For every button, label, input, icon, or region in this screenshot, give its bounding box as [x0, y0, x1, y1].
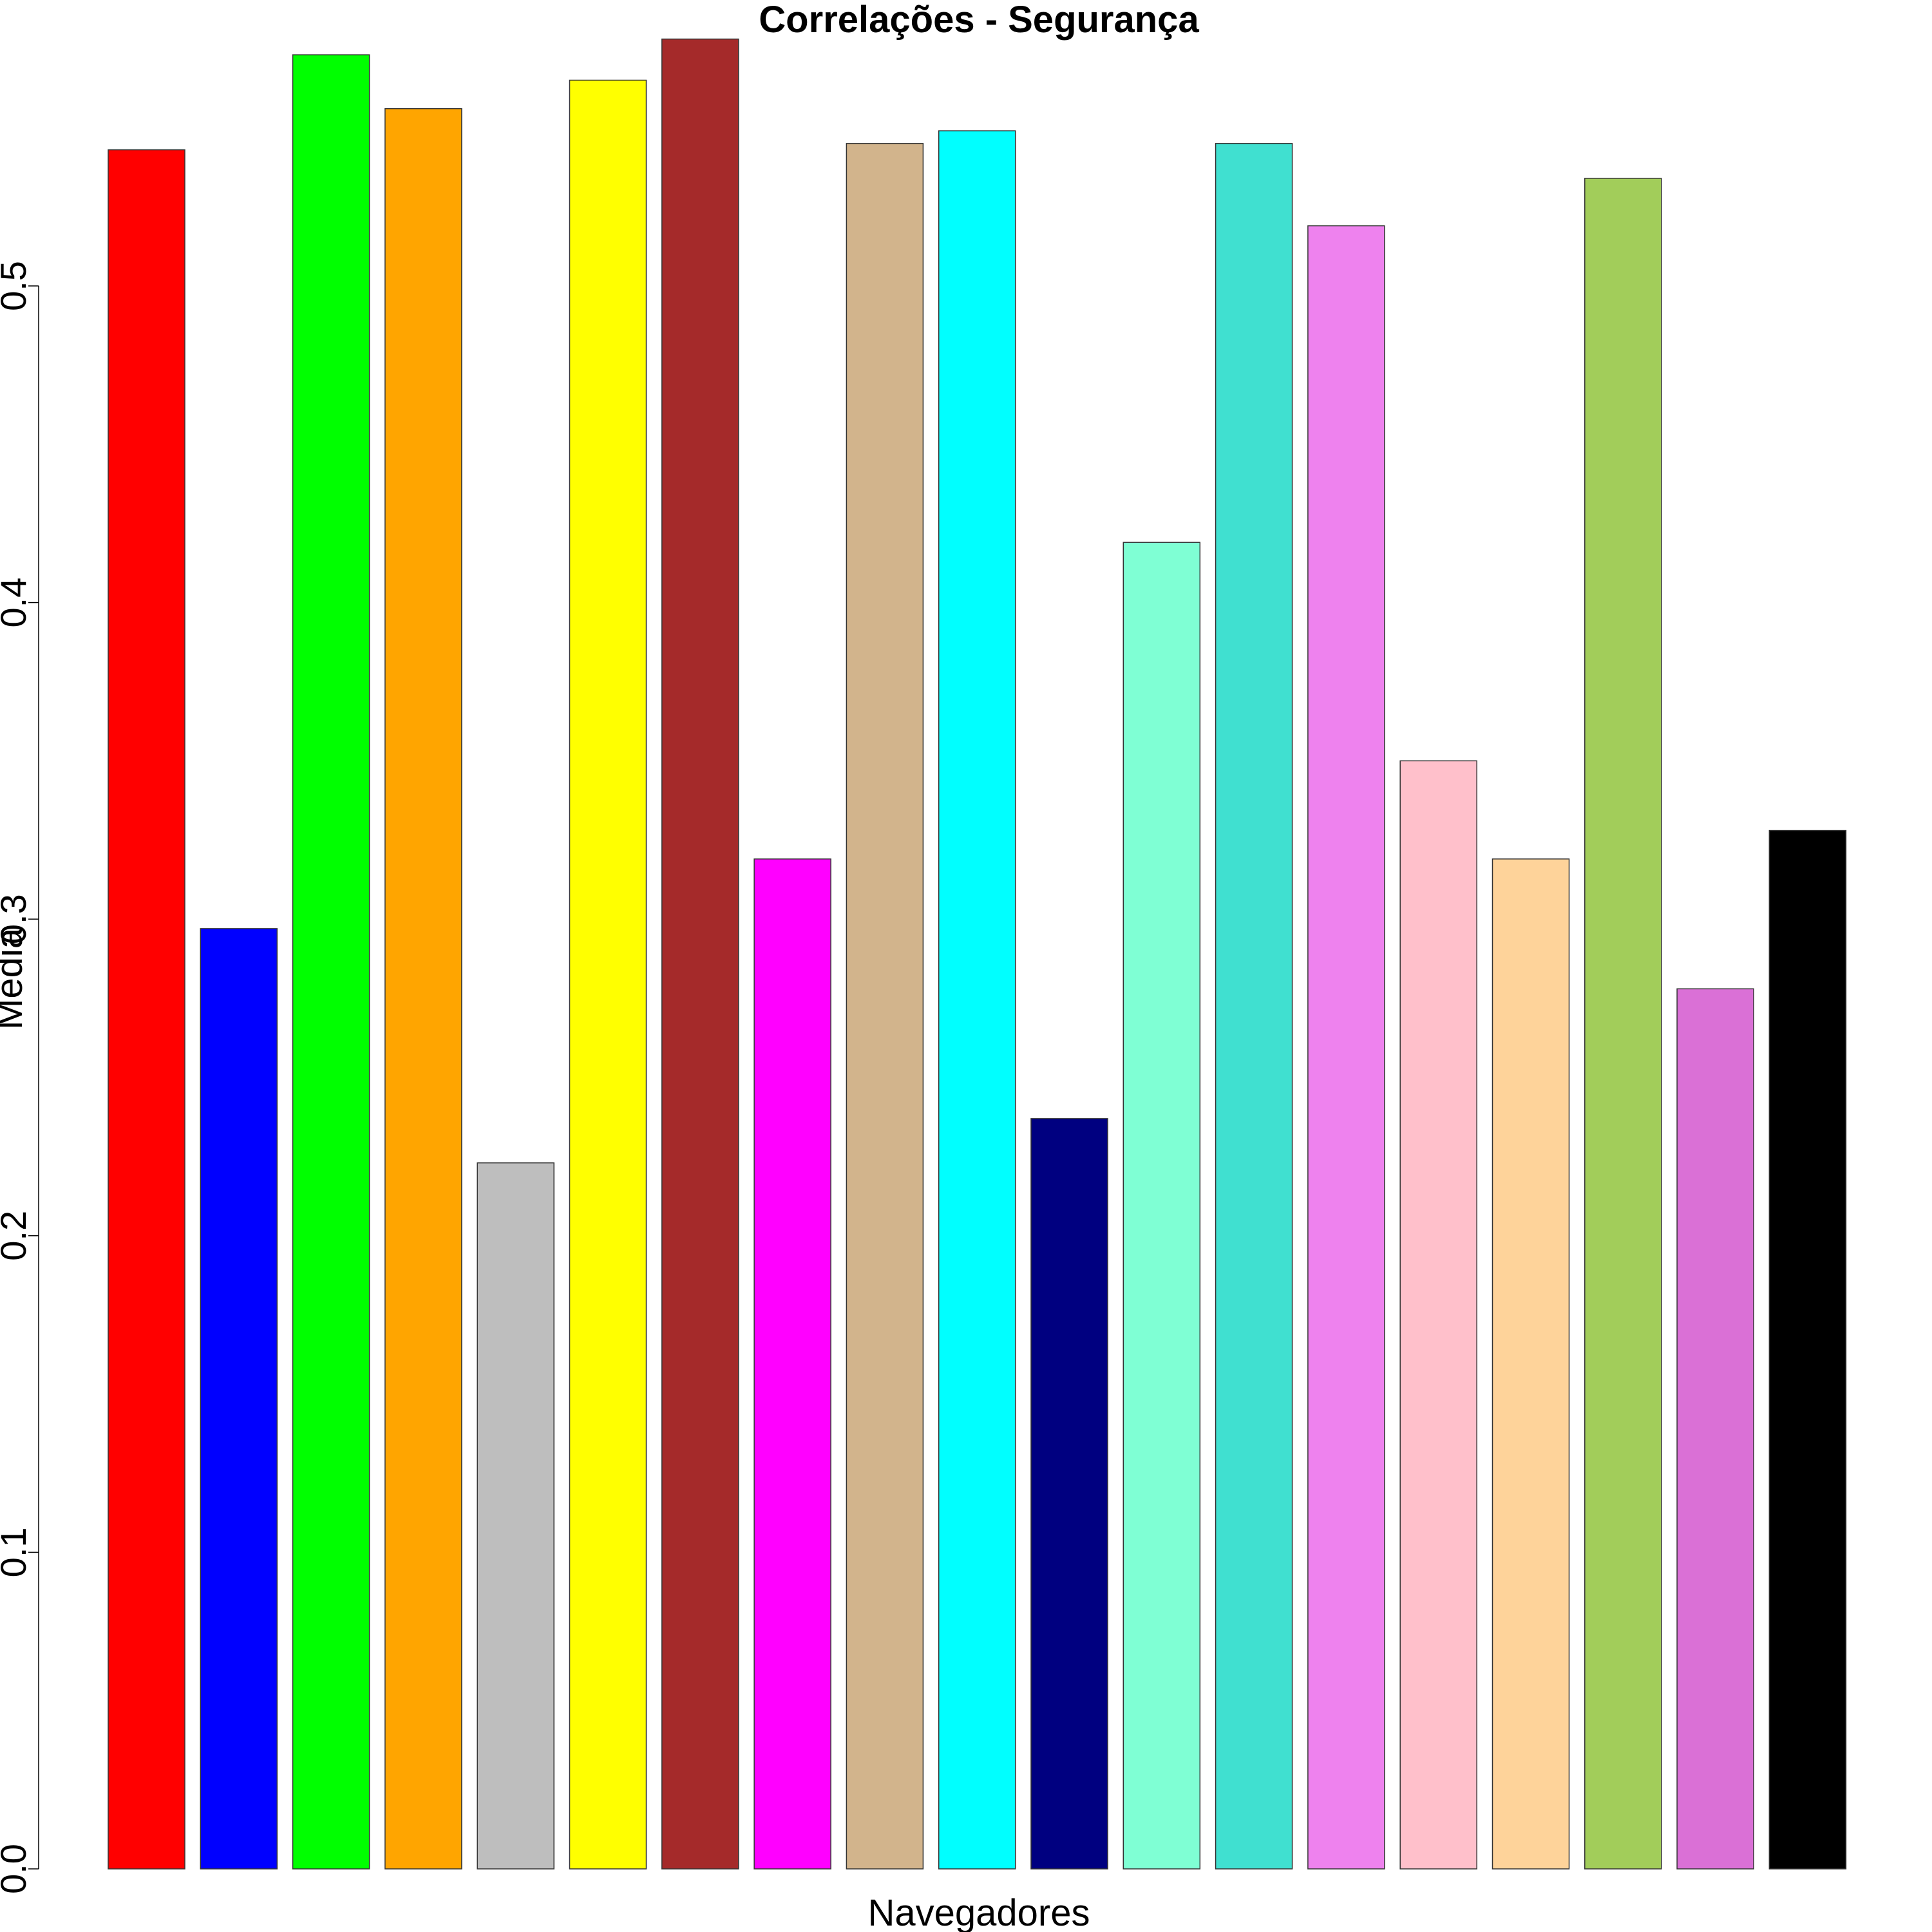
- bar-1: [108, 149, 185, 1870]
- bar-9: [846, 143, 924, 1870]
- x-axis-label: Navegadores: [868, 1892, 1090, 1932]
- bar-5: [477, 1162, 554, 1870]
- bar-15: [1399, 760, 1477, 1870]
- bar-8: [753, 858, 831, 1870]
- bar-4: [384, 108, 462, 1870]
- bar-2: [200, 928, 278, 1870]
- bar-7: [661, 38, 739, 1870]
- bar-6: [569, 79, 647, 1870]
- bar-17: [1584, 178, 1662, 1870]
- bar-13: [1215, 143, 1293, 1870]
- y-axis-label: Media: [0, 927, 30, 1030]
- bar-18: [1676, 988, 1754, 1870]
- y-tick-label-4: 0.4: [0, 578, 33, 628]
- y-tick-label-5: 0.5: [0, 261, 33, 311]
- bar-12: [1122, 542, 1201, 1870]
- y-axis: 0.0 0.1 0.2 0.3 0.4 0.5: [0, 261, 39, 1894]
- bar-11: [1030, 1118, 1108, 1870]
- bar-3: [292, 54, 370, 1870]
- bar-19: [1768, 829, 1847, 1870]
- y-tick-label-1: 0.1: [0, 1527, 33, 1577]
- y-tick-label-3: 0.3: [0, 894, 33, 944]
- bar-14: [1307, 225, 1385, 1870]
- chart-title: Correlações - Segurança: [759, 0, 1199, 41]
- y-ticks: 0.0 0.1 0.2 0.3 0.4 0.5: [0, 261, 39, 1894]
- bar-10: [938, 130, 1016, 1870]
- y-tick-label-0: 0.0: [0, 1844, 33, 1894]
- bar-16: [1492, 858, 1570, 1870]
- bars-layer: [108, 38, 1847, 1870]
- y-tick-label-2: 0.2: [0, 1211, 33, 1261]
